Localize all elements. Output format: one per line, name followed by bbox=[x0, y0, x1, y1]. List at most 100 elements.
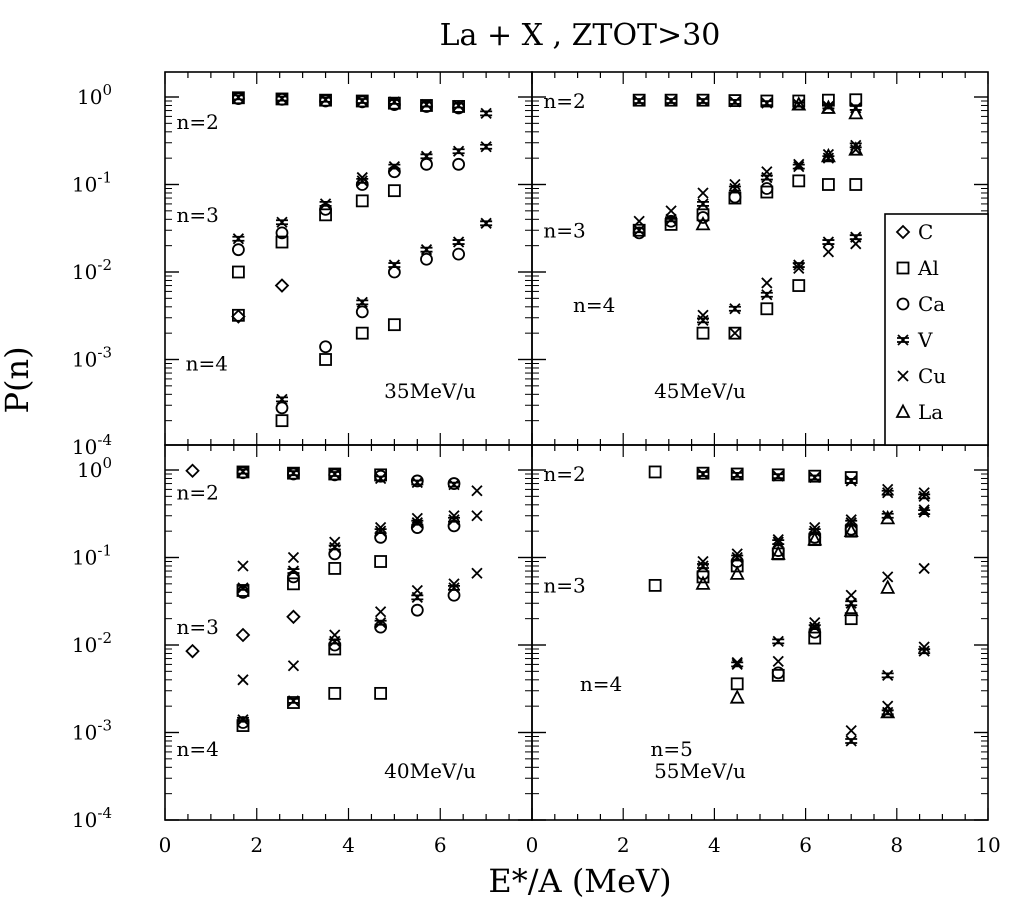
data-point-cross bbox=[633, 215, 645, 227]
data-point-star bbox=[356, 95, 369, 107]
data-point-star bbox=[448, 479, 461, 491]
data-point-star bbox=[480, 217, 493, 229]
data-point-star bbox=[236, 465, 249, 478]
data-point-square bbox=[328, 686, 342, 700]
data-point-star bbox=[388, 259, 401, 271]
data-point-star bbox=[760, 289, 773, 301]
data-point-star bbox=[845, 735, 858, 747]
data-point-star bbox=[374, 617, 387, 629]
data-point-square bbox=[275, 414, 289, 428]
data-point-star bbox=[328, 635, 341, 648]
data-point-star bbox=[480, 107, 493, 120]
panel-frame bbox=[164, 444, 533, 821]
data-point-circle bbox=[452, 247, 466, 261]
data-point-star bbox=[808, 621, 821, 633]
data-point-star bbox=[822, 100, 835, 113]
legend-label: C bbox=[918, 220, 933, 244]
data-point-star bbox=[822, 236, 835, 248]
data-point-star bbox=[356, 175, 369, 187]
data-point-star bbox=[388, 161, 401, 173]
data-point-star bbox=[792, 161, 805, 173]
data-point-circle bbox=[275, 226, 289, 240]
data-point-star bbox=[731, 469, 744, 481]
legend-symbol-circle bbox=[896, 297, 910, 311]
data-point-star bbox=[236, 714, 249, 726]
data-point-star bbox=[881, 487, 894, 499]
data-point-star bbox=[388, 96, 401, 108]
data-point-star bbox=[918, 490, 931, 502]
x-tick-label: 2 bbox=[617, 833, 630, 857]
data-point-square bbox=[730, 559, 744, 573]
data-point-cross bbox=[697, 555, 709, 568]
plot-area: 35MeV/u n=2 n=3 n=4 45MeV/u n=2 n=3 n=4 40MeV/u n… bbox=[164, 71, 989, 821]
data-point-diamond bbox=[235, 627, 251, 643]
data-point-square bbox=[374, 686, 388, 700]
data-point-square bbox=[792, 174, 806, 188]
data-point-circle bbox=[287, 467, 300, 481]
data-point-cross bbox=[448, 510, 460, 522]
data-point-star bbox=[452, 99, 465, 112]
data-point-cross bbox=[329, 629, 341, 641]
data-point-star bbox=[697, 560, 709, 572]
data-point-star bbox=[420, 244, 433, 256]
multiplicity-label: n=5 bbox=[651, 737, 693, 761]
multiplicity-label: n=4 bbox=[176, 737, 218, 761]
data-point-star bbox=[287, 467, 300, 479]
data-point-circle bbox=[760, 182, 774, 195]
data-point-star bbox=[287, 695, 300, 707]
data-point-square bbox=[849, 178, 863, 191]
data-point-star bbox=[918, 506, 931, 518]
data-point-star bbox=[697, 468, 709, 480]
data-point-star bbox=[420, 150, 433, 162]
data-point-square bbox=[275, 235, 289, 249]
data-point-cross bbox=[411, 584, 423, 597]
data-point-star bbox=[728, 182, 741, 195]
data-point-cross bbox=[850, 144, 862, 156]
data-point-triangle bbox=[843, 522, 859, 538]
data-point-square bbox=[387, 318, 401, 332]
data-point-star bbox=[411, 476, 424, 489]
data-point-square bbox=[844, 612, 858, 626]
data-point-cross bbox=[411, 512, 423, 525]
data-point-square bbox=[648, 465, 662, 479]
data-point-star bbox=[232, 91, 245, 104]
data-point-cross bbox=[729, 327, 741, 339]
data-point-star bbox=[849, 231, 862, 243]
legend: C Al Ca V Cu La bbox=[884, 213, 989, 446]
data-point-cross bbox=[882, 483, 894, 496]
y-tick-label: 10-1 bbox=[72, 542, 112, 570]
data-point-triangle bbox=[729, 565, 745, 580]
data-point-square bbox=[648, 578, 662, 592]
data-point-circle bbox=[696, 211, 710, 224]
data-point-cross bbox=[850, 238, 862, 250]
data-point-star bbox=[731, 658, 744, 671]
data-point-square bbox=[730, 467, 744, 481]
panel-35MeV-u: 35MeV/u n=2 n=3 n=4 bbox=[164, 71, 533, 446]
data-point-star bbox=[319, 198, 332, 210]
data-point-star bbox=[448, 514, 461, 526]
data-point-star bbox=[452, 145, 465, 157]
energy-label: 35MeV/u bbox=[384, 379, 476, 403]
x-tick-label: 0 bbox=[159, 833, 172, 857]
data-point-square bbox=[355, 326, 369, 340]
data-point-square bbox=[374, 555, 388, 568]
data-point-cross bbox=[793, 158, 805, 170]
data-point-cross bbox=[471, 510, 483, 522]
data-point-cross bbox=[374, 521, 387, 534]
data-point-cross bbox=[918, 504, 930, 516]
data-point-star bbox=[374, 472, 387, 485]
data-point-star bbox=[822, 152, 835, 164]
data-point-star bbox=[772, 635, 785, 648]
data-point-cross bbox=[845, 514, 857, 526]
data-point-star bbox=[697, 314, 709, 327]
multiplicity-label: n=4 bbox=[580, 672, 622, 696]
legend-symbol-diamond bbox=[895, 224, 911, 240]
data-point-diamond bbox=[185, 463, 200, 479]
multiplicity-label: n=2 bbox=[543, 89, 585, 113]
data-point-star bbox=[808, 471, 821, 484]
data-point-square bbox=[808, 631, 822, 645]
legend-symbol-triangle bbox=[895, 403, 911, 418]
data-point-star bbox=[411, 517, 424, 529]
multiplicity-label: n=3 bbox=[543, 218, 585, 242]
data-point-star bbox=[275, 216, 288, 228]
